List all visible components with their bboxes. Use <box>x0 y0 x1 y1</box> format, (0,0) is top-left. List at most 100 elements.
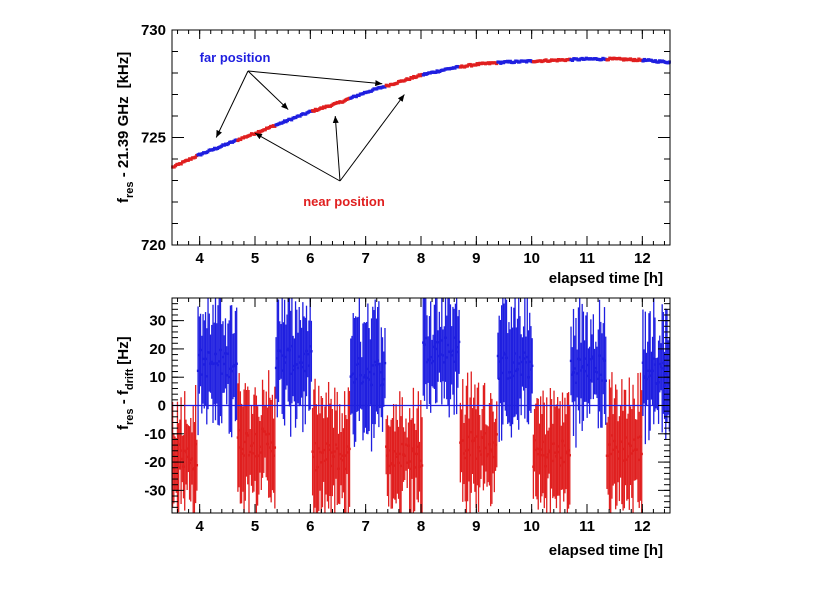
bottom-y-axis-mid: - f <box>115 389 132 408</box>
bottom-point-far <box>512 361 516 364</box>
bottom-point-far <box>367 378 371 381</box>
bottom-point-far <box>206 351 210 354</box>
bottom-data-points <box>172 298 670 513</box>
bottom-point-near <box>331 451 334 454</box>
bottom-point-far <box>364 374 367 377</box>
bottom-point-near <box>545 456 548 459</box>
top-y-axis-rest: - 21.39 GHz <box>115 96 132 181</box>
bottom-point-near <box>255 455 258 458</box>
bottom-point-far <box>365 376 368 380</box>
bottom-point-far <box>499 360 502 363</box>
bottom-point-far <box>657 381 660 384</box>
top-y-axis-label: fres - 21.39 GHz [kHz] <box>115 52 136 203</box>
bottom-point-far <box>523 351 527 354</box>
bottom-point-far <box>353 381 356 384</box>
bottom-point-far <box>647 375 651 378</box>
bottom-point-near <box>628 442 631 445</box>
bottom-point-near <box>336 447 339 450</box>
bottom-point-far <box>518 356 522 359</box>
bottom-point-far <box>356 362 360 366</box>
bottom-point-far <box>642 375 646 378</box>
bottom-point-far <box>504 353 507 356</box>
bottom-point-far <box>597 377 600 381</box>
bottom-point-near <box>252 441 256 445</box>
bottom-point-near <box>554 451 557 454</box>
bottom-point-far <box>377 362 381 366</box>
bottom-point-far <box>443 361 446 364</box>
bottom-panel: 4 5 6 7 8 9 10 11 12 -30 -20 -10 0 10 20 30 elapsed tim… <box>115 297 671 559</box>
top-x-tick-label: 10 <box>523 250 540 267</box>
bottom-point-near <box>269 449 273 453</box>
bottom-point-near <box>179 449 183 452</box>
bottom-point-far <box>578 358 581 361</box>
bottom-point-far <box>650 374 653 377</box>
top-point-far <box>383 85 387 89</box>
bottom-point-far <box>500 371 503 375</box>
bottom-point-near <box>387 464 390 468</box>
top-x-axis-label: elapsed time [h] <box>549 270 663 287</box>
bottom-point-near <box>639 435 642 438</box>
bottom-point-near <box>409 467 413 471</box>
bottom-y-tick-label: -30 <box>144 482 166 499</box>
top-point-near <box>408 77 412 81</box>
bottom-point-far <box>225 374 228 377</box>
bottom-point-near <box>190 457 194 460</box>
bottom-point-far <box>496 354 500 358</box>
bottom-point-near <box>473 436 477 440</box>
bottom-point-far <box>284 355 288 359</box>
bottom-point-far <box>445 356 448 359</box>
bottom-point-near <box>550 442 553 446</box>
bottom-point-near <box>483 432 486 435</box>
bottom-point-far <box>589 358 593 361</box>
annotation-label-far: far position <box>200 50 271 65</box>
bottom-point-far <box>594 366 598 370</box>
bottom-point-far <box>298 355 301 358</box>
bottom-point-near <box>566 451 569 455</box>
bottom-point-far <box>448 350 451 353</box>
bottom-point-near <box>246 434 249 437</box>
bottom-point-near <box>313 442 317 445</box>
bottom-point-near <box>333 450 336 453</box>
bottom-point-near <box>343 454 346 457</box>
bottom-point-near <box>568 454 571 457</box>
bottom-point-near <box>489 448 492 451</box>
bottom-point-far <box>304 369 307 373</box>
bottom-point-far <box>598 354 601 357</box>
bottom-point-far <box>358 357 361 360</box>
bottom-point-far <box>454 336 457 339</box>
annotation-arrow <box>215 70 249 138</box>
bottom-point-far <box>435 347 439 351</box>
bottom-point-near <box>247 454 251 457</box>
bottom-point-near <box>239 446 242 449</box>
bottom-point-far <box>429 355 432 359</box>
bottom-point-near <box>634 448 637 451</box>
bottom-point-near <box>256 454 259 458</box>
bottom-y-axis-sub2: drift <box>124 368 136 390</box>
bottom-point-near <box>312 455 316 459</box>
bottom-point-far <box>371 364 374 367</box>
bottom-point-far <box>230 369 233 373</box>
bottom-point-far <box>529 368 533 371</box>
top-y-tick-label: 730 <box>141 22 166 39</box>
bottom-point-near <box>189 458 192 461</box>
bottom-point-far <box>274 366 278 370</box>
annotation-arrow <box>339 94 405 182</box>
bottom-point-far <box>438 341 441 344</box>
bottom-point-far <box>588 379 591 382</box>
bottom-point-near <box>404 443 408 446</box>
bottom-point-near <box>242 454 246 457</box>
bottom-point-far <box>223 362 226 366</box>
bottom-point-near <box>403 454 406 458</box>
bottom-point-far <box>651 369 654 373</box>
bottom-point-near <box>544 465 547 468</box>
bottom-y-axis-sub1: res <box>124 408 136 425</box>
bottom-y-tick-label: -20 <box>144 454 166 471</box>
bottom-point-far <box>276 357 279 360</box>
bottom-point-near <box>397 461 400 465</box>
bottom-point-near <box>546 453 550 456</box>
bottom-point-near <box>461 439 464 442</box>
bottom-point-near <box>311 450 314 453</box>
bottom-point-far <box>359 373 362 377</box>
bottom-point-far <box>220 372 223 375</box>
bottom-point-far <box>383 361 387 365</box>
